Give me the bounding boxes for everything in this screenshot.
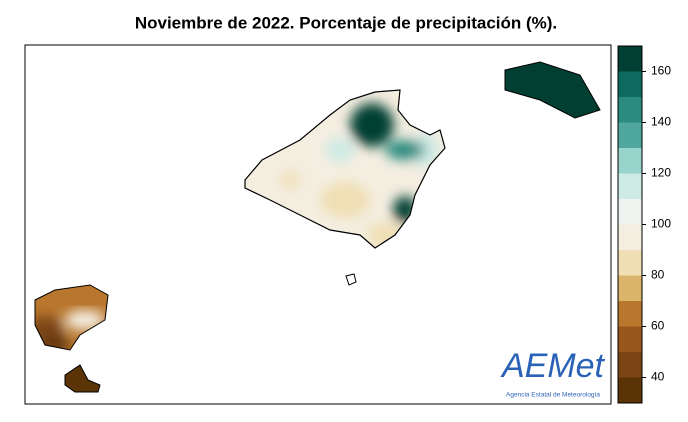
formentera: [64, 364, 101, 393]
colorbar-tick-label: 140: [651, 115, 671, 129]
mallorca-outline: [244, 89, 446, 249]
colorbar-band: [618, 173, 642, 199]
colorbar: 40 60 80 100 120 140 160: [617, 45, 671, 404]
colorbar-tick-label: 100: [651, 217, 671, 231]
colorbar-tick-label: 60: [651, 319, 665, 333]
ibiza-outline: [34, 284, 109, 351]
logo-text: AEMet: [500, 347, 606, 385]
colorbar-band: [618, 301, 642, 327]
logo-subtitle: Agencia Estatal de Meteorología: [506, 392, 600, 399]
cabrera: [345, 273, 357, 286]
colorbar-tick-label: 40: [651, 370, 665, 384]
colorbar-band: [618, 122, 642, 148]
colorbar-band: [618, 326, 642, 352]
colorbar-tick-label: 160: [651, 64, 671, 78]
menorca: [504, 61, 601, 119]
colorbar-band: [618, 71, 642, 97]
colorbar-band: [618, 97, 642, 123]
colorbar-band: [618, 148, 642, 174]
colorbar-tick-label: 120: [651, 166, 671, 180]
colorbar-band: [618, 224, 642, 250]
colorbar-band: [618, 250, 642, 276]
colorbar-band: [618, 377, 642, 403]
colorbar-tick-label: 80: [651, 268, 665, 282]
colorbar-band: [618, 199, 642, 225]
map-title: Noviembre de 2022. Porcentaje de precipi…: [135, 13, 557, 32]
colorbar-band: [618, 275, 642, 301]
colorbar-band: [618, 352, 642, 378]
colorbar-band: [618, 46, 642, 72]
